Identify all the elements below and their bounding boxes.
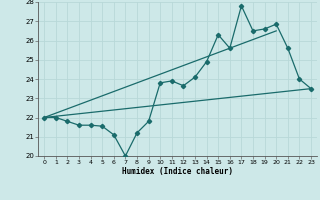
X-axis label: Humidex (Indice chaleur): Humidex (Indice chaleur) bbox=[122, 167, 233, 176]
